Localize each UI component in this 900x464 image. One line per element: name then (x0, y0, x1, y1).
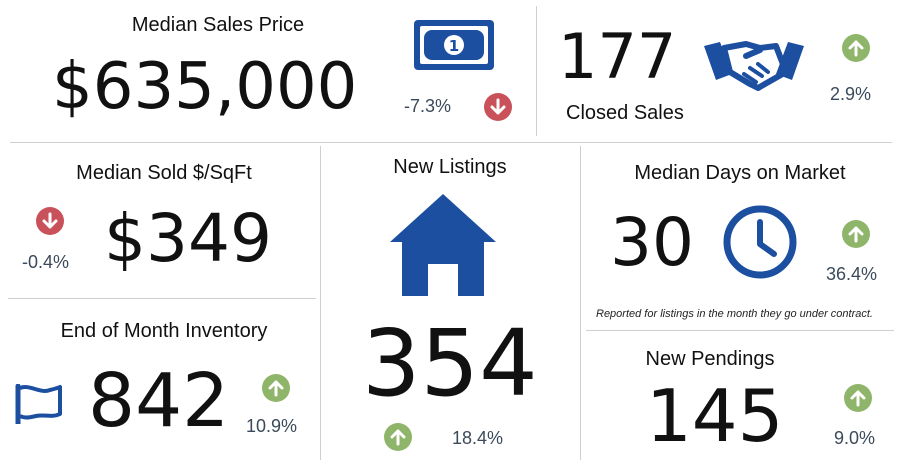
new-pendings-change: 9.0% (834, 428, 876, 448)
up-arrow-icon (844, 384, 872, 412)
divider-top-horizontal (10, 142, 892, 143)
divider-right-horizontal (586, 330, 894, 331)
end-of-month-inventory-change: 10.9% (246, 416, 298, 436)
median-sold-sqft-change: -0.4% (22, 252, 70, 272)
median-days-on-market-note: Reported for listings in the month they … (596, 308, 873, 320)
end-of-month-inventory-value: 842 (88, 358, 230, 444)
svg-text:1: 1 (449, 37, 459, 55)
closed-sales-change: 2.9% (830, 84, 872, 104)
divider-mid-left-vertical (320, 146, 321, 460)
new-listings-change: 18.4% (452, 428, 504, 448)
divider-mid-right-vertical (580, 146, 581, 460)
new-listings-value: 354 (362, 310, 538, 417)
median-days-on-market-value: 30 (610, 204, 694, 281)
flag-icon (14, 383, 64, 429)
money-bill-icon: 1 (414, 20, 494, 75)
new-pendings-title: New Pendings (645, 348, 775, 370)
median-sold-sqft-value: $349 (104, 200, 272, 277)
closed-sales-label: Closed Sales (566, 102, 684, 124)
median-days-on-market-title: Median Days on Market (634, 162, 846, 184)
median-sold-sqft-title: Median Sold $/SqFt (76, 162, 252, 184)
new-pendings-value: 145 (646, 374, 784, 458)
down-arrow-icon (484, 93, 512, 121)
clock-icon (722, 204, 798, 285)
end-of-month-inventory-title: End of Month Inventory (60, 320, 268, 342)
up-arrow-icon (842, 220, 870, 248)
closed-sales-value: 177 (558, 20, 677, 93)
down-arrow-icon (36, 207, 64, 235)
median-sales-price-change: -7.3% (404, 96, 452, 116)
median-sales-price-title: Median Sales Price (131, 14, 305, 36)
up-arrow-icon (262, 374, 290, 402)
median-sales-price-value: $635,000 (52, 50, 358, 124)
new-listings-title: New Listings (393, 156, 507, 178)
house-icon (388, 192, 498, 301)
handshake-icon (700, 34, 808, 101)
up-arrow-icon (384, 423, 412, 451)
up-arrow-icon (842, 34, 870, 62)
divider-top-vertical (536, 6, 537, 136)
median-days-on-market-change: 36.4% (826, 264, 878, 284)
divider-left-horizontal (8, 298, 316, 299)
